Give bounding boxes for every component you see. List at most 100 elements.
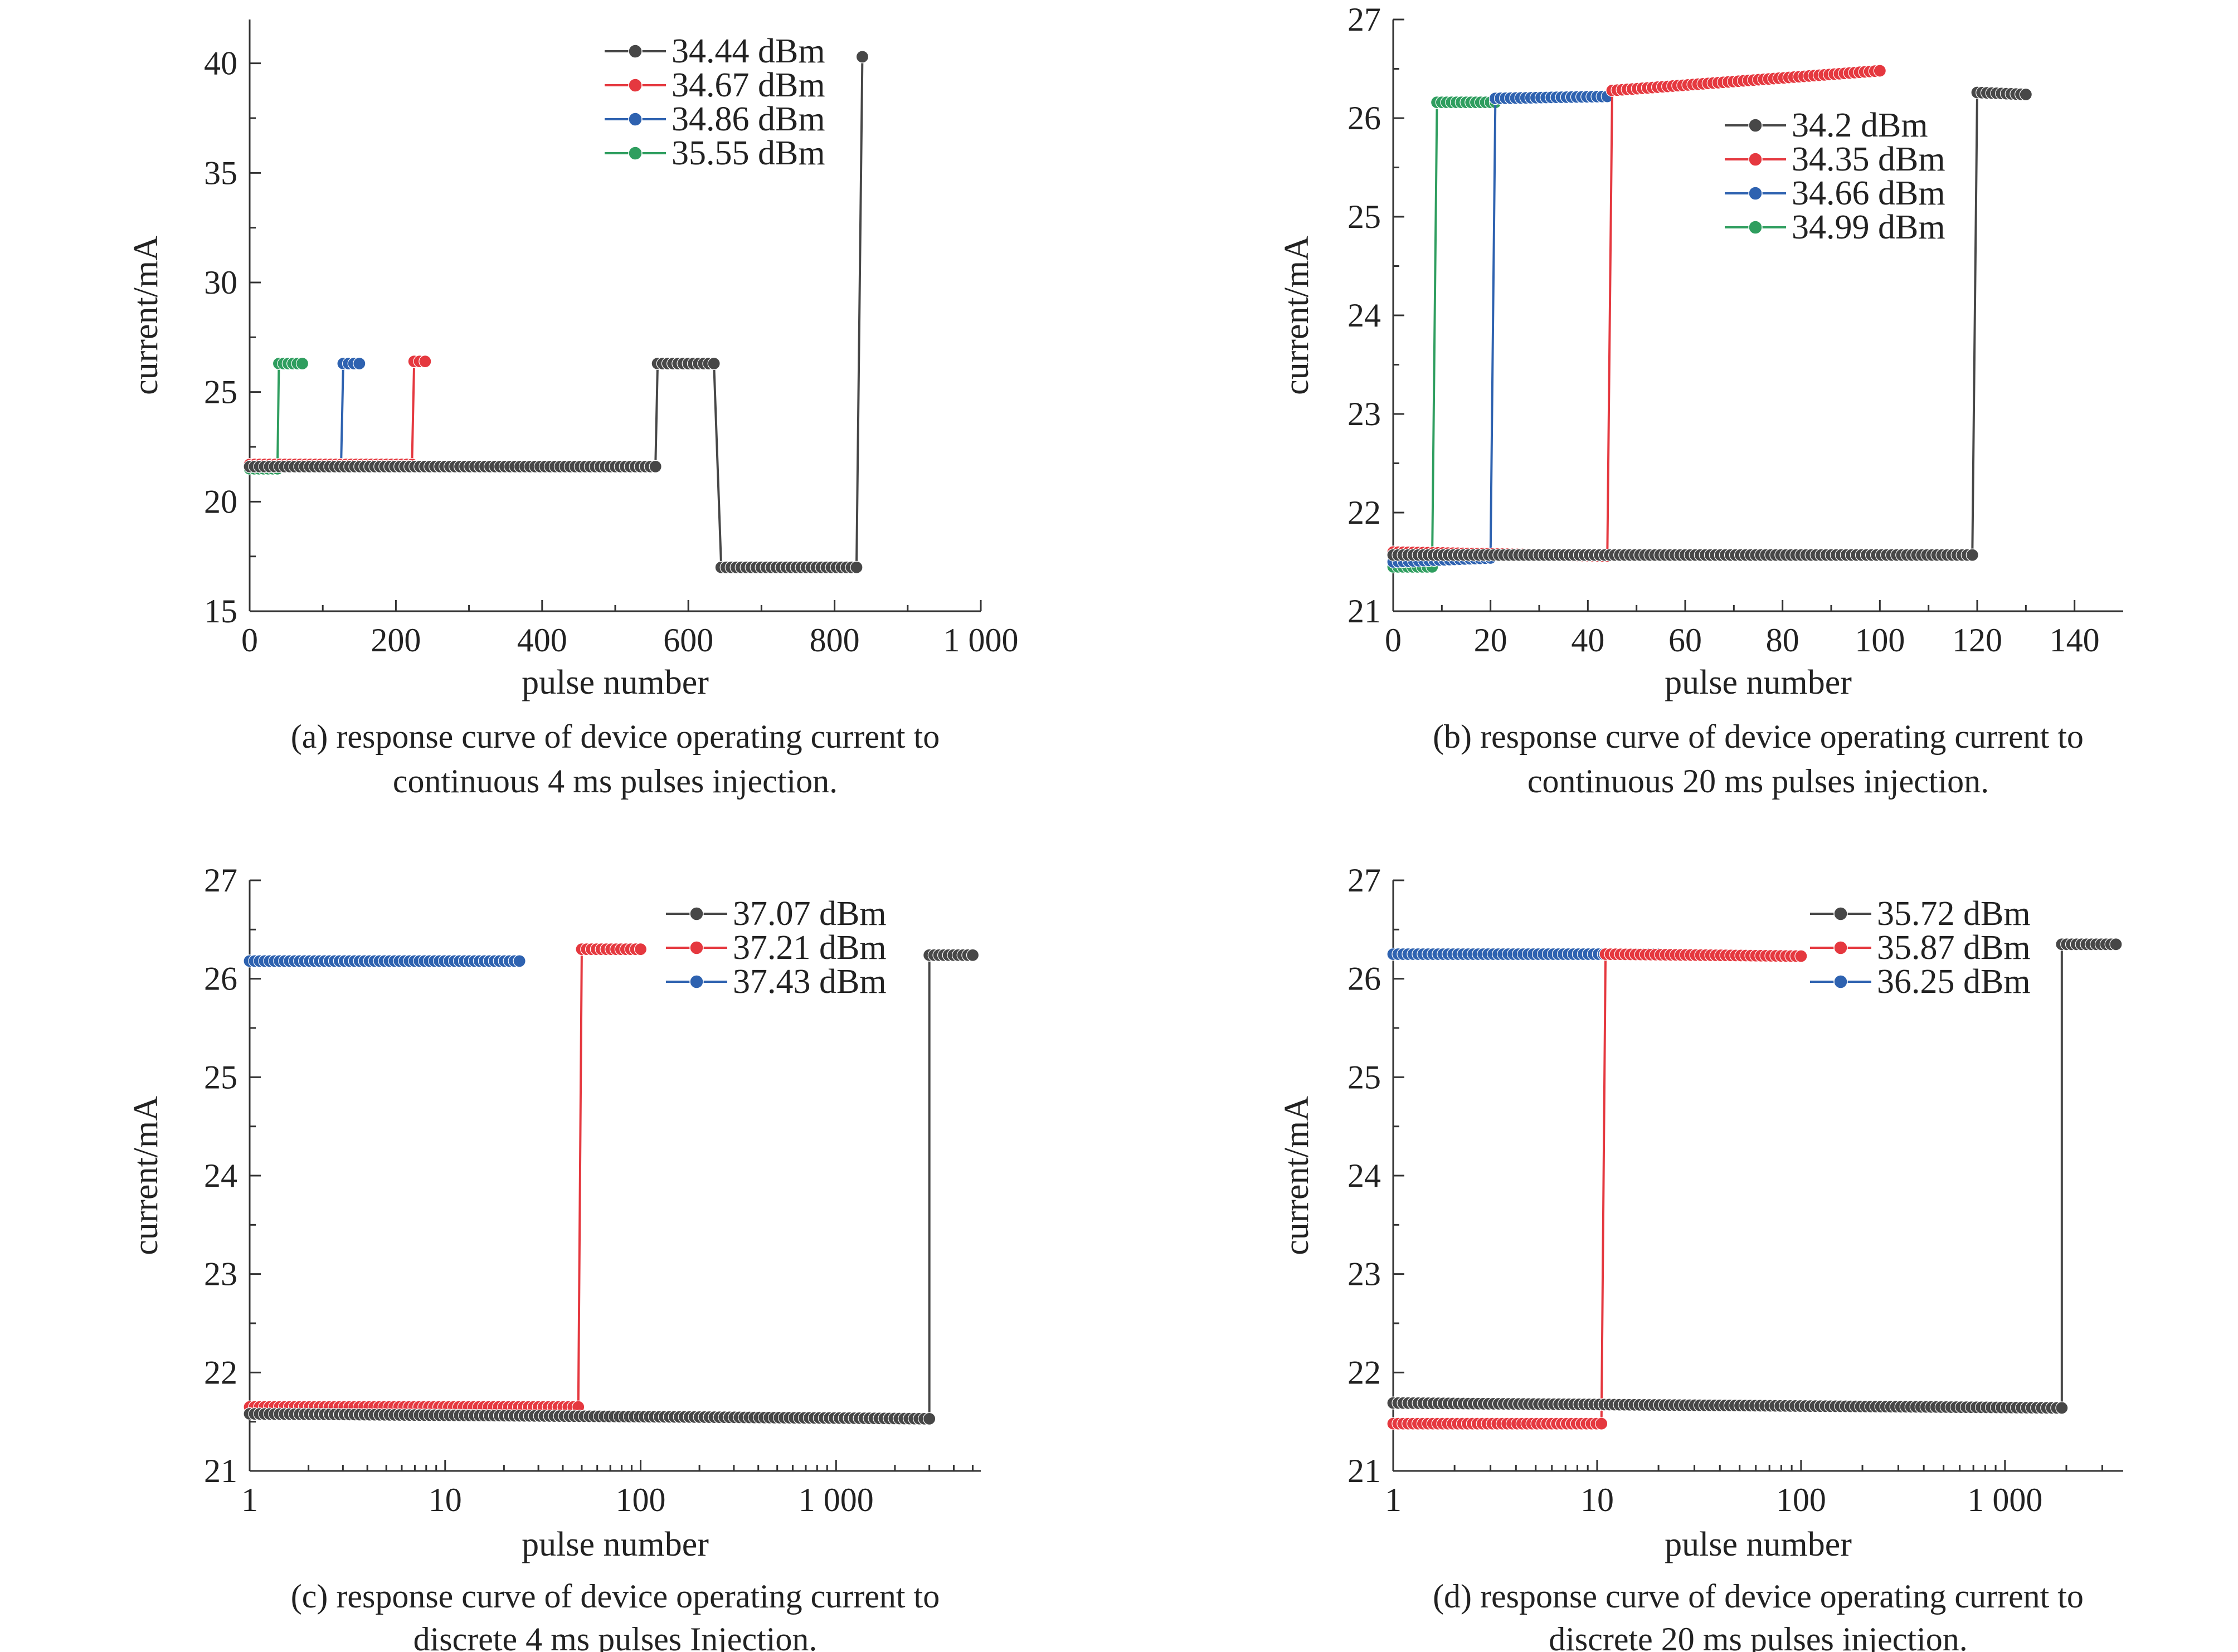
- y-tick-label: 22: [1347, 1354, 1381, 1391]
- x-tick-label: 40: [1571, 622, 1604, 659]
- legend-marker: [1748, 152, 1763, 167]
- series-line: [1393, 95, 1608, 563]
- legend-label: 34.86 dBm: [672, 100, 825, 138]
- y-tick-label: 23: [1347, 396, 1381, 432]
- x-tick-label: 400: [517, 622, 567, 659]
- data-point: [649, 460, 662, 474]
- y-tick-label: 23: [1347, 1256, 1381, 1293]
- y-tick-label: 25: [1347, 1059, 1381, 1095]
- y-tick-label: 20: [204, 483, 237, 520]
- legend-label: 34.35 dBm: [1792, 140, 1945, 178]
- x-tick-label: 10: [429, 1482, 462, 1518]
- y-tick-label: 25: [204, 1059, 237, 1095]
- data-point: [923, 1412, 936, 1425]
- chart-panel-b: 21 22 23 24 25 26 27 0 20 40 60 80 100 120 140 pulse nu…: [1278, 1, 2123, 800]
- series-0: [243, 50, 869, 574]
- caption-line-2: continuous 4 ms pulses injection.: [393, 763, 838, 800]
- legend-label: 34.67 dBm: [672, 66, 825, 104]
- y-axis-label: current/mA: [1278, 236, 1316, 395]
- legend-label: 37.43 dBm: [733, 963, 887, 1001]
- x-tick-label: 1: [241, 1482, 258, 1518]
- series-3: [1386, 96, 1502, 573]
- x-tick-label: 100: [616, 1482, 666, 1518]
- y-tick-label: 26: [1347, 100, 1381, 137]
- legend-marker: [1748, 186, 1763, 201]
- data-point: [353, 357, 366, 371]
- y-tick-label: 26: [1347, 961, 1381, 997]
- series-1: [243, 943, 648, 1414]
- legend-marker: [628, 112, 643, 126]
- y-tick-label: 40: [204, 45, 237, 82]
- data-point: [1794, 949, 1808, 963]
- x-tick-label: 0: [1385, 622, 1402, 659]
- y-tick-label: 22: [1347, 494, 1381, 531]
- x-axis-label: pulse number: [1665, 1526, 1852, 1563]
- data-point: [419, 354, 432, 368]
- caption-line-1: (b) response curve of device operating c…: [1433, 718, 2084, 755]
- x-tick-label: 800: [810, 622, 860, 659]
- series-2: [1386, 90, 1614, 569]
- data-point: [2019, 87, 2032, 101]
- caption-line-2: discrete 4 ms pulses Injection.: [413, 1621, 818, 1652]
- series-line: [1393, 943, 2116, 1409]
- y-tick-label: 30: [204, 264, 237, 301]
- series-line: [1393, 953, 1801, 1425]
- series-line: [1393, 101, 1496, 568]
- y-tick-label: 23: [204, 1256, 237, 1293]
- chart-panel-d: 21 22 23 24 25 26 27 1 10 100 1 000 pulse number cur…: [1278, 862, 2123, 1652]
- data-point: [2109, 938, 2123, 951]
- legend-marker: [1833, 974, 1848, 989]
- legend-label: 35.55 dBm: [672, 134, 825, 172]
- series-1: [1386, 947, 1808, 1430]
- data-point: [1873, 64, 1886, 77]
- legend-marker: [689, 974, 704, 989]
- legend-marker: [689, 907, 704, 921]
- x-tick-label: 200: [371, 622, 421, 659]
- x-tick-label: 100: [1855, 622, 1905, 659]
- legend-marker: [628, 146, 643, 160]
- y-tick-label: 21: [204, 1453, 237, 1489]
- y-axis-label: current/mA: [1278, 1096, 1316, 1255]
- y-tick-label: 25: [1347, 198, 1381, 235]
- series-1: [243, 354, 432, 471]
- series-2: [243, 954, 526, 968]
- series-0: [1386, 938, 2123, 1415]
- legend-label: 37.21 dBm: [733, 929, 887, 967]
- legend-label: 35.72 dBm: [1877, 895, 2031, 933]
- data-point: [707, 357, 721, 371]
- legend-marker: [1833, 907, 1848, 921]
- y-tick-label: 24: [204, 1157, 237, 1194]
- legend-marker: [1748, 220, 1763, 235]
- legend-marker: [628, 78, 643, 92]
- y-tick-label: 15: [204, 593, 237, 630]
- legend-marker: [1833, 940, 1848, 955]
- y-tick-label: 25: [204, 374, 237, 411]
- y-tick-label: 27: [1347, 1, 1381, 38]
- legend-label: 34.99 dBm: [1792, 208, 1945, 246]
- x-tick-label: 0: [241, 622, 258, 659]
- data-point: [2055, 1401, 2069, 1415]
- caption-line-2: continuous 20 ms pulses injection.: [1527, 763, 1989, 800]
- y-tick-label: 24: [1347, 297, 1381, 334]
- x-tick-label: 140: [2050, 622, 2100, 659]
- y-tick-label: 21: [1347, 593, 1381, 630]
- legend-marker: [689, 940, 704, 955]
- x-tick-label: 80: [1766, 622, 1799, 659]
- legend-label: 35.87 dBm: [1877, 929, 2031, 967]
- data-point: [850, 561, 863, 574]
- y-axis-label: current/mA: [127, 1096, 165, 1255]
- legend-label: 34.44 dBm: [672, 32, 825, 70]
- caption-line-1: (a) response curve of device operating c…: [291, 718, 940, 755]
- y-tick-label: 24: [1347, 1157, 1381, 1194]
- caption-line-2: discrete 20 ms pulses injection.: [1549, 1621, 1968, 1652]
- legend-label: 36.25 dBm: [1877, 963, 2031, 1001]
- x-tick-label: 1: [1385, 1482, 1402, 1518]
- series-line: [250, 360, 425, 466]
- data-point: [1965, 548, 1979, 562]
- x-tick-label: 10: [1580, 1482, 1614, 1518]
- legend-label: 34.2 dBm: [1792, 106, 1928, 144]
